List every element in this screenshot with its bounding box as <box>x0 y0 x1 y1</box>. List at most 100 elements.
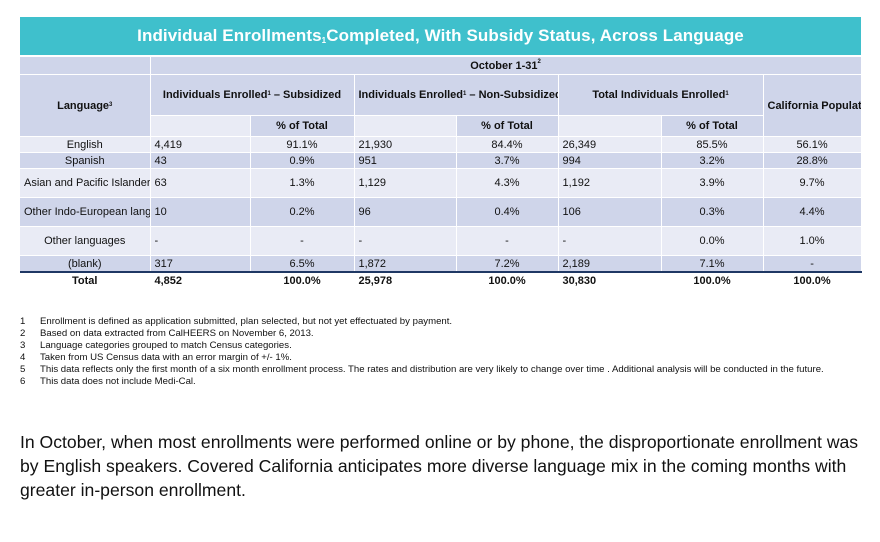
total-label-cell: Total <box>20 271 151 289</box>
table-title-banner: Individual Enrollments 1 Completed, With … <box>20 17 861 55</box>
nonsubsidized-pct-cell: 84.4% <box>456 136 559 153</box>
subsidized-header-label: Individuals Enrolled <box>162 89 268 101</box>
total-count-cell: 1,192 <box>558 168 662 198</box>
nonsubsidized-header: Individuals Enrolled1 – Non-Subsidized <box>354 74 559 116</box>
nonsubsidized-footnote-mark: 1 <box>463 91 467 97</box>
subsidized-count-subheader <box>150 115 251 137</box>
california-pct-cell: 28.8% <box>763 152 862 169</box>
total-pct-subheader: % of Total <box>661 115 764 137</box>
nonsubsidized-pct-cell: 4.3% <box>456 168 559 198</box>
footnote: 1 Enrollment is defined as application su… <box>20 316 865 328</box>
subsidized-count-cell: 63 <box>150 168 251 198</box>
grand-total-pct-cell: 100.0% <box>661 271 764 289</box>
total-row: Total 4,852 100.0% 25,978 100.0% 30,830 … <box>20 271 862 289</box>
table-row: Other languages - - - - - 0.0% 1.0% <box>20 226 862 256</box>
total-pct-cell: 85.5% <box>661 136 764 153</box>
period-footnote-mark: 2 <box>537 58 541 65</box>
title-text: Individual Enrollments <box>137 26 322 45</box>
nonsubsidized-count-cell: 21,930 <box>354 136 457 153</box>
footnote: 5 This data reflects only the first month… <box>20 364 865 376</box>
language-header: Language3 <box>20 74 151 137</box>
total-enrolled-header-label: Total Individuals Enrolled <box>592 89 726 101</box>
subsidized-count-cell: - <box>150 226 251 256</box>
subsidized-pct-cell: 0.2% <box>250 197 355 227</box>
footnote-text: This data reflects only the first month … <box>40 364 824 375</box>
title-footnote-mark: 1 <box>321 35 327 45</box>
nonsubsidized-total-pct-cell: 100.0% <box>456 271 559 289</box>
nonsubsidized-pct-cell: - <box>456 226 559 256</box>
footnote-number: 1 <box>20 316 26 327</box>
grand-total-cell: 30,830 <box>558 271 662 289</box>
footnote-text: Based on data extracted from CalHEERS on… <box>40 328 314 339</box>
footnote-text: Language categories grouped to match Cen… <box>40 340 292 351</box>
california-distribution-label: California Population Distribution <box>767 99 862 112</box>
subsidized-footnote-mark: 1 <box>267 91 271 97</box>
subsidized-total-pct-cell: 100.0% <box>250 271 355 289</box>
footnote-text: This data does not include Medi-Cal. <box>40 376 196 387</box>
nonsubsidized-count-cell: 1,129 <box>354 168 457 198</box>
language-footnote-mark: 3 <box>109 101 113 108</box>
california-pct-cell: 56.1% <box>763 136 862 153</box>
title-text-rest: Completed, With Subsidy Status, Across L… <box>326 26 744 45</box>
california-pct-cell: 9.7% <box>763 168 862 198</box>
subsidized-pct-cell: 0.9% <box>250 152 355 169</box>
footnote-number: 3 <box>20 340 26 351</box>
total-enrolled-footnote-mark: 1 <box>725 91 729 97</box>
table-row: English 4,419 91.1% 21,930 84.4% 26,349 … <box>20 136 862 153</box>
period-header-blank <box>20 57 151 75</box>
enrollment-table: October 1-312 Language3 Individuals Enro… <box>20 57 862 289</box>
language-header-label: Language <box>57 99 110 112</box>
period-header: October 1-312 <box>150 57 862 75</box>
california-total-cell: 100.0% <box>763 271 862 289</box>
footnote-number: 2 <box>20 328 26 339</box>
footnote-text: Taken from US Census data with an error … <box>40 352 292 363</box>
california-distribution-header: California Population Distribution4 <box>763 74 862 137</box>
footnotes: 1 Enrollment is defined as application su… <box>20 316 865 388</box>
total-pct-cell: 3.2% <box>661 152 764 169</box>
language-cell: Asian and Pacific Islander languages <box>20 168 151 198</box>
subsidized-pct-cell: 6.5% <box>250 255 355 273</box>
nonsubsidized-header-label: Individuals Enrolled <box>358 89 464 101</box>
footnote: 4 Taken from US Census data with an error… <box>20 352 865 364</box>
subsidized-count-cell: 4,419 <box>150 136 251 153</box>
table-row: Spanish 43 0.9% 951 3.7% 994 3.2% 28.8% <box>20 152 862 169</box>
total-pct-cell: 0.0% <box>661 226 764 256</box>
footnote-number: 5 <box>20 364 26 375</box>
subsidized-pct-cell: - <box>250 226 355 256</box>
total-count-cell: 2,189 <box>558 255 662 273</box>
total-count-cell: 106 <box>558 197 662 227</box>
period-label: October 1-31 <box>470 59 538 72</box>
total-count-subheader <box>558 115 662 137</box>
total-count-cell: 26,349 <box>558 136 662 153</box>
footnote-number: 4 <box>20 352 26 363</box>
nonsubsidized-count-cell: 951 <box>354 152 457 169</box>
subsidized-count-cell: 10 <box>150 197 251 227</box>
total-count-cell: 994 <box>558 152 662 169</box>
nonsubsidized-count-cell: - <box>354 226 457 256</box>
nonsubsidized-count-subheader <box>354 115 457 137</box>
california-pct-cell: - <box>763 255 862 273</box>
footnote: 2 Based on data extracted from CalHEERS o… <box>20 328 865 340</box>
footnote-text: Enrollment is defined as application sub… <box>40 316 453 327</box>
footnote: 3 Language categories grouped to match Ce… <box>20 340 865 352</box>
nonsubsidized-total-cell: 25,978 <box>354 271 457 289</box>
total-pct-cell: 0.3% <box>661 197 764 227</box>
nonsubsidized-header-rest: – Non-Subsidized <box>466 89 558 101</box>
subsidized-pct-cell: 1.3% <box>250 168 355 198</box>
table-row: Asian and Pacific Islander languages 63 … <box>20 168 862 198</box>
language-cell: English <box>20 136 151 153</box>
subsidized-header-rest: – Subsidized <box>270 89 342 101</box>
subsidized-count-cell: 43 <box>150 152 251 169</box>
california-pct-cell: 1.0% <box>763 226 862 256</box>
nonsubsidized-pct-cell: 0.4% <box>456 197 559 227</box>
language-cell: Other languages <box>20 226 151 256</box>
subsidized-header: Individuals Enrolled1 – Subsidized <box>150 74 355 116</box>
total-pct-cell: 7.1% <box>661 255 764 273</box>
language-cell: (blank) <box>20 255 151 273</box>
summary-paragraph: In October, when most enrollments were p… <box>20 432 859 500</box>
table-row: Other Indo-European languages 10 0.2% 96… <box>20 197 862 227</box>
total-pct-cell: 3.9% <box>661 168 764 198</box>
footnote: 6 This data does not include Medi-Cal. <box>20 376 865 388</box>
subsidized-pct-cell: 91.1% <box>250 136 355 153</box>
total-count-cell: - <box>558 226 662 256</box>
